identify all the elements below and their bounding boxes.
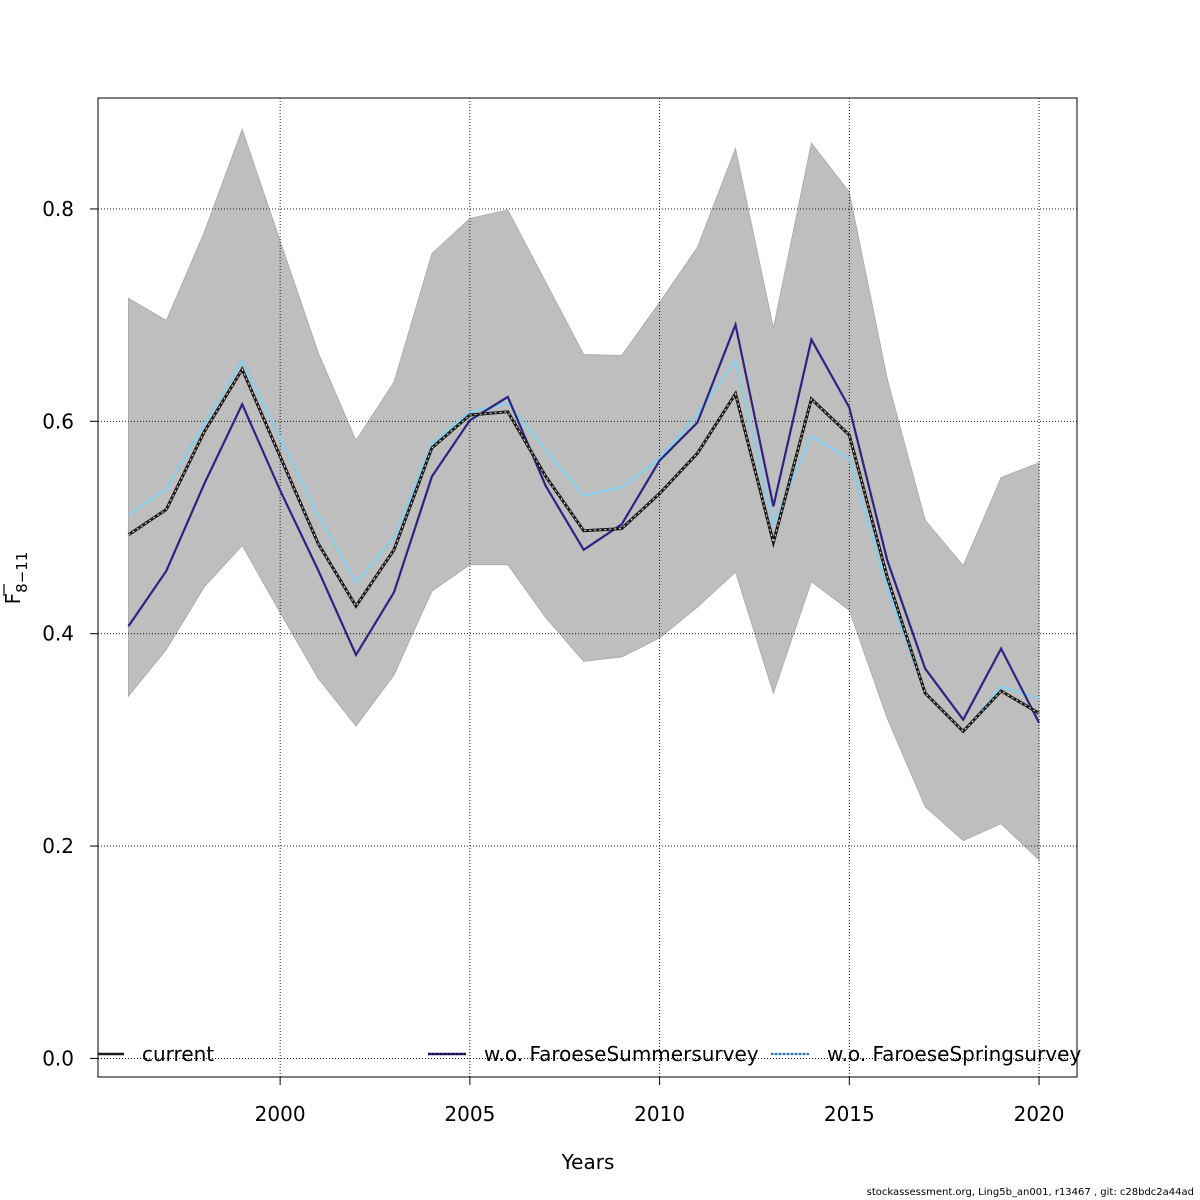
y-tick-label-0: 0.0 (42, 1046, 74, 1070)
plot-frame (97, 97, 1078, 1078)
y-axis-title-subscript: 8−11 (13, 552, 31, 593)
y-tick-label-0-2: 0.2 (42, 834, 74, 858)
series-line-current-dots (128, 368, 1040, 733)
x-tick-label-2015: 2015 (824, 1102, 875, 1126)
svg-text:F8−11: F8−11 (1, 552, 31, 605)
y-tick-label-0-6: 0.6 (42, 409, 74, 433)
series-line-faroese-springsurvey (127, 358, 1040, 735)
y-tick-label-0-4: 0.4 (42, 622, 74, 646)
legend-label-current: current (142, 1042, 214, 1066)
x-tick-label-2020: 2020 (1014, 1102, 1065, 1126)
x-tick-label-2005: 2005 (444, 1102, 495, 1126)
legend-label-w-o-faroesesummersurvey: w.o. FaroeseSummersurvey (484, 1042, 759, 1066)
grid-layer (98, 98, 1077, 1077)
x-axis-title: Years (561, 1150, 615, 1174)
axis-layer: 2000 2005 2010 2015 2020 0.0 0.2 0.4 0.6 0.8 (42, 197, 1064, 1126)
y-axis-title: F8−11 (1, 552, 31, 605)
x-tick-label-2000: 2000 (255, 1102, 306, 1126)
x-tick-label-2010: 2010 (634, 1102, 685, 1126)
legend-label-w-o-faroesespringsurvey: w.o. FaroeseSpringsurvey (827, 1042, 1081, 1066)
y-axis-title-main: F (1, 593, 25, 605)
footer-note: stockassessment.org, Ling5b_an001, r1346… (866, 1187, 1194, 1198)
y-tick-label-0-8: 0.8 (42, 197, 74, 221)
series-layer (127, 320, 1041, 735)
legend: current w.o. FaroeseSummersurvey w.o. Faro… (98, 1042, 1081, 1066)
series-line-faroese-summersurvey (127, 320, 1041, 724)
